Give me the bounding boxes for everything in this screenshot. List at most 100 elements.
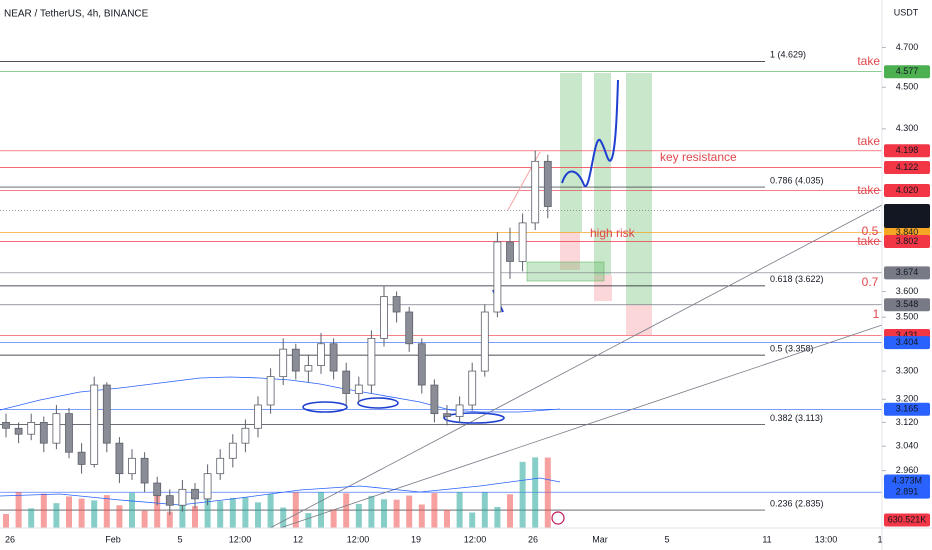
highlight-ellipse [302,401,348,413]
symbol-title: NEAR / TetherUS, 4h, BINANCE [4,9,149,20]
price-tag [884,203,930,228]
highlight-ellipse [443,412,505,424]
x-tick-label: 5 [664,534,669,544]
volume-bar [217,501,224,528]
candle-body [102,384,111,444]
volume-tag [884,513,930,527]
candle-body [317,343,325,366]
price-tag [884,402,930,416]
trend-line [269,204,883,529]
candle-body [178,488,187,506]
x-tick-label: 11 [762,534,771,544]
y-tick-label: 3.600 [896,286,919,296]
annotation: take [857,54,880,68]
volume-bar [355,503,362,528]
volume-bar [368,495,375,528]
trend-line [279,324,883,529]
profit-zone [626,73,652,305]
projection-path [561,79,619,187]
y-tick-label: 3.300 [896,365,919,375]
candle-body [65,413,73,453]
volume-bar [66,496,72,528]
candle-body [329,343,338,372]
volume-bar [103,495,110,528]
y-tick-label: 3.500 [896,312,919,322]
candle-body [468,370,477,406]
candle-body [493,241,502,313]
event-icon[interactable] [551,511,565,525]
volume-bar [456,492,463,528]
labels: 4.700 4.500 4.300 3.600 3.500 3.300 3.200 3.120… [5,42,930,544]
x-tick-label: Mar [592,534,608,544]
candle-body [165,495,174,506]
y-tick-label: 3.120 [896,417,919,427]
candle-body [254,404,262,429]
volume-bar [116,505,123,528]
price-tag-label: 4.020 [896,185,919,195]
volume-bar [3,514,9,528]
fib-label: 1 (4.629) [770,50,806,60]
candle-body [153,482,162,497]
volume-bar [154,492,161,528]
volume-bar [532,457,539,528]
candle-body [241,427,250,444]
fib-label: 0.786 (4.035) [770,175,824,185]
volume-bar [544,457,551,528]
price-tag-label: 4.122 [896,162,919,172]
volume-tag-label: 630.521K [888,514,927,524]
annotation: 0.5 [862,224,879,238]
volume-average [0,477,561,506]
price-tag-label: 3.431 [896,330,919,340]
volume-bar [507,494,513,528]
volume-bar [78,498,85,528]
candle-body [417,343,426,386]
volume-bar [166,511,173,528]
volume-bar [444,509,450,528]
price-tag [884,161,930,175]
volume-bar [381,499,387,528]
volume-bar [229,497,236,528]
annotation: take [857,234,880,248]
entry-zone [526,261,605,282]
price-tag-label: 4.198 [896,145,919,155]
level-lines: 1 (4.629) 0.786 (4.035) 0.618 (3.622) 0.5 (… [0,50,882,511]
candle-body [380,296,388,339]
candle-body [14,427,23,435]
candle-body [90,384,99,465]
price-tag-label: 3.404 [896,337,919,347]
volume-bar [242,496,249,528]
x-tick-label: 26 [5,534,15,544]
volume-bar [469,512,476,528]
price-tag-label: 3.840 [896,227,919,237]
y-tick-label: 4.700 [896,42,919,52]
annotation: high risk [590,226,636,240]
candle-body [52,413,61,444]
candle-body [354,384,363,394]
volume-bar [15,492,22,528]
volume-bar [28,508,35,528]
annotation: take [857,134,880,148]
candle-body [455,404,464,417]
volume-bar [318,492,324,528]
price-tag-label: 3.548 [896,299,919,309]
candle-body [291,348,300,372]
candle-body [367,337,376,386]
annotation: 0.7 [862,275,879,289]
volume-bar [204,494,211,528]
volume-bar [519,461,526,528]
candles [2,150,552,515]
volume-bar [343,493,350,528]
candle-body [443,413,451,417]
price-tag [884,485,930,499]
volume-bar [141,510,148,528]
price-tag [884,65,930,79]
fib-label: 0.618 (3.622) [770,274,824,284]
candle-body [405,311,414,345]
price-tag [884,266,930,280]
volume-bar [431,493,438,528]
price-tag [884,144,930,158]
countdown: 02:47:20 [889,216,924,226]
volume-tag-label: 4.373M [892,475,922,485]
